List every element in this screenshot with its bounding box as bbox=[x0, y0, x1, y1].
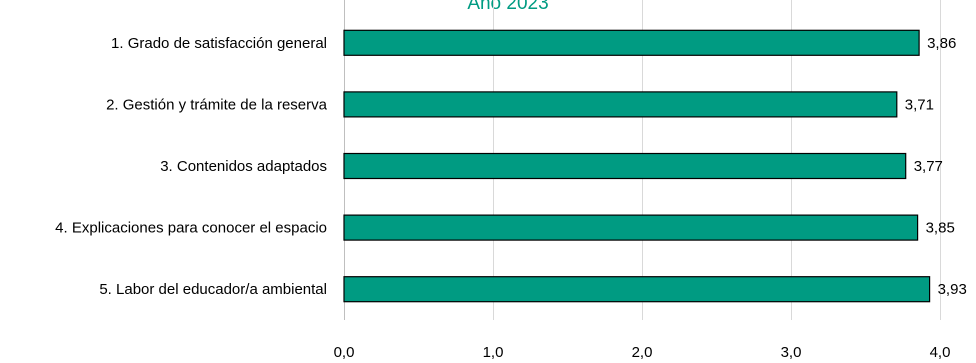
category-label: 4. Explicaciones para conocer el espacio bbox=[55, 220, 327, 237]
bars bbox=[343, 29, 931, 303]
category-label: 5. Labor del educador/a ambiental bbox=[99, 281, 327, 298]
chart-title: Año 2023 bbox=[467, 0, 548, 14]
data-label: 3,71 bbox=[905, 96, 934, 113]
data-label: 3,77 bbox=[914, 158, 943, 175]
data-label: 3,85 bbox=[926, 220, 955, 237]
bar bbox=[343, 91, 898, 118]
category-label: 1. Grado de satisfacción general bbox=[111, 35, 327, 52]
data-label: 3,93 bbox=[938, 281, 967, 298]
bar bbox=[343, 29, 920, 56]
data-label: 3,86 bbox=[927, 35, 956, 52]
x-tick-label: 3,0 bbox=[781, 344, 802, 361]
data-labels: 3,86 3,71 3,77 3,85 3,93 bbox=[905, 35, 967, 298]
x-tick-label: 0,0 bbox=[334, 344, 355, 361]
bar bbox=[343, 152, 907, 180]
bar bbox=[343, 214, 919, 241]
category-label: 2. Gestión y trámite de la reserva bbox=[106, 96, 328, 113]
x-tick-label: 1,0 bbox=[483, 344, 504, 361]
category-labels: 1. Grado de satisfacción general 2. Gesti… bbox=[55, 35, 327, 298]
bar bbox=[343, 276, 931, 303]
x-tick-label: 4,0 bbox=[930, 344, 951, 361]
x-tick-labels: 0,0 1,0 2,0 3,0 4,0 bbox=[334, 344, 951, 361]
category-label: 3. Contenidos adaptados bbox=[160, 158, 327, 175]
x-tick-label: 2,0 bbox=[632, 344, 653, 361]
